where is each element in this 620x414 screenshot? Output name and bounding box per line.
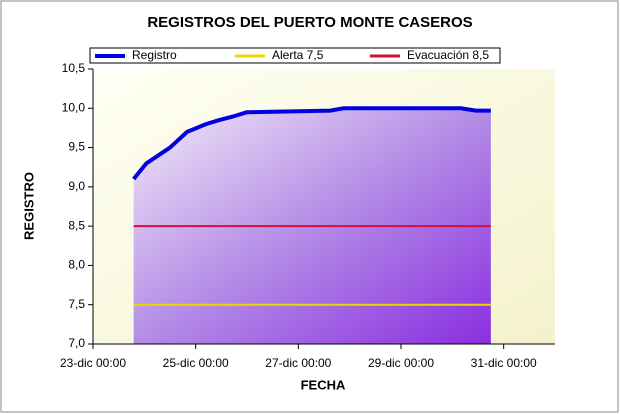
x-tick-label: 27-dic 00:00 (265, 356, 331, 370)
y-tick-label: 10,0 (62, 100, 86, 114)
x-tick-label: 29-dic 00:00 (368, 356, 434, 370)
legend-label: Alerta 7,5 (272, 48, 324, 62)
y-tick-label: 7,5 (68, 297, 85, 311)
y-tick-label: 8,0 (68, 258, 85, 272)
legend-label: Registro (132, 48, 177, 62)
legend-label: Evacuación 8,5 (407, 48, 489, 62)
y-axis-label: REGISTRO (21, 172, 36, 240)
y-tick-label: 8,5 (68, 218, 85, 232)
y-tick-label: 10,5 (62, 61, 86, 75)
y-tick-label: 7,0 (68, 336, 85, 350)
x-tick-label: 23-dic 00:00 (60, 356, 126, 370)
chart-title: REGISTROS DEL PUERTO MONTE CASEROS (147, 14, 472, 31)
data-line (132, 106, 491, 181)
y-tick-label: 9,5 (68, 140, 85, 154)
x-tick-label: 25-dic 00:00 (163, 356, 229, 370)
x-tick-label: 31-dic 00:00 (471, 356, 537, 370)
x-axis-label: FECHA (301, 377, 346, 392)
legend (89, 47, 501, 64)
y-tick-label: 9,0 (68, 179, 85, 193)
